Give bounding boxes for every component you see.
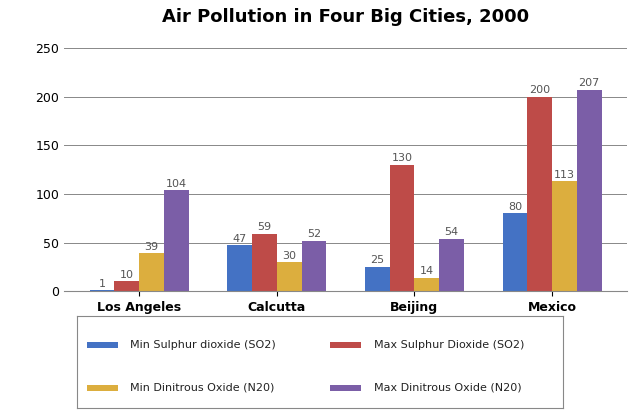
Text: 207: 207 [579, 78, 600, 88]
Bar [252, 234, 276, 291]
Bar [415, 277, 439, 291]
Bar [164, 190, 189, 291]
Bar [276, 262, 301, 291]
Bar [502, 213, 527, 291]
Text: 52: 52 [307, 229, 321, 239]
Text: 25: 25 [370, 255, 384, 265]
Bar [390, 165, 415, 291]
FancyBboxPatch shape [330, 342, 362, 349]
Bar [552, 181, 577, 291]
FancyBboxPatch shape [330, 384, 362, 391]
Text: Min Dinitrous Oxide (N20): Min Dinitrous Oxide (N20) [131, 383, 275, 393]
Text: 30: 30 [282, 250, 296, 260]
Text: 39: 39 [145, 242, 159, 252]
FancyBboxPatch shape [86, 384, 118, 391]
Text: 10: 10 [120, 270, 134, 280]
Text: 80: 80 [508, 202, 522, 212]
Bar [439, 239, 464, 291]
Bar [301, 240, 326, 291]
Text: Max Dinitrous Oxide (N20): Max Dinitrous Oxide (N20) [374, 383, 521, 393]
Text: Min Sulphur dioxide (SO2): Min Sulphur dioxide (SO2) [131, 340, 276, 350]
Text: 113: 113 [554, 170, 575, 180]
Text: 1: 1 [99, 279, 106, 289]
Text: 200: 200 [529, 85, 550, 95]
Text: 14: 14 [420, 266, 434, 276]
Text: 59: 59 [257, 222, 271, 232]
Bar [90, 290, 115, 291]
Bar [227, 245, 252, 291]
Title: Air Pollution in Four Big Cities, 2000: Air Pollution in Four Big Cities, 2000 [162, 8, 529, 26]
Bar [139, 253, 164, 291]
Text: 54: 54 [445, 227, 459, 237]
Bar [527, 97, 552, 291]
Text: 130: 130 [392, 153, 413, 163]
Bar [577, 90, 602, 291]
Bar [115, 282, 139, 291]
Text: Max Sulphur Dioxide (SO2): Max Sulphur Dioxide (SO2) [374, 340, 524, 350]
Text: 104: 104 [166, 178, 187, 188]
FancyBboxPatch shape [86, 342, 118, 349]
Bar [365, 267, 390, 291]
Text: 47: 47 [232, 234, 247, 244]
